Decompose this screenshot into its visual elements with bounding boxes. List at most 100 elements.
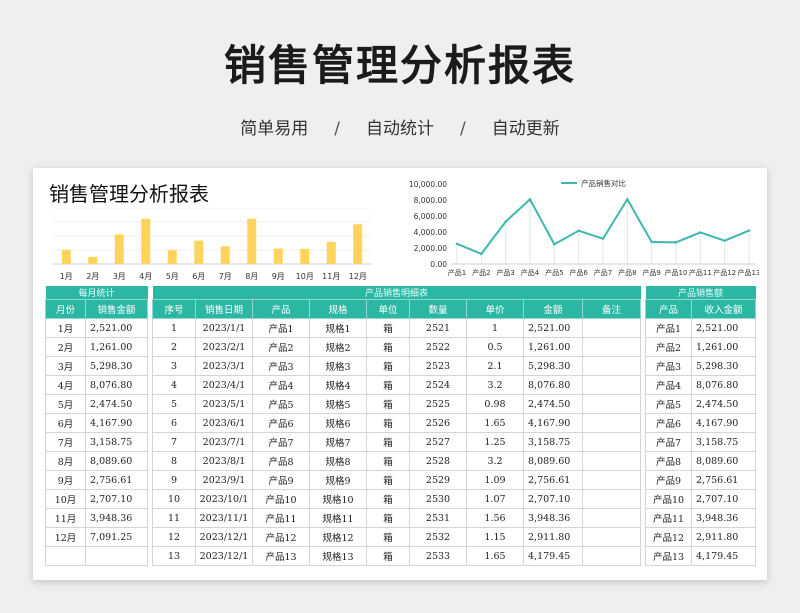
table-cell[interactable]: 规格1 <box>309 318 367 338</box>
table-cell[interactable]: 产品5 <box>252 394 310 414</box>
table-cell[interactable] <box>581 489 642 509</box>
table-cell[interactable]: 产品10 <box>252 489 310 509</box>
table-cell[interactable]: 2527 <box>409 432 467 452</box>
table-cell[interactable]: 2,521.00 <box>690 318 757 338</box>
table-cell[interactable]: 9 <box>152 470 196 490</box>
table-cell[interactable]: 箱 <box>366 527 410 547</box>
table-cell[interactable]: 3.2 <box>466 375 524 395</box>
table-cell[interactable]: 2023/1/1 <box>195 318 253 338</box>
table-cell[interactable]: 2521 <box>409 318 467 338</box>
table-cell[interactable]: 箱 <box>366 375 410 395</box>
table-cell[interactable]: 2.1 <box>466 356 524 376</box>
table-cell[interactable]: 2532 <box>409 527 467 547</box>
table-cell[interactable]: 2533 <box>409 546 467 566</box>
table-cell[interactable]: 11 <box>152 508 196 528</box>
table-cell[interactable]: 2023/5/1 <box>195 394 253 414</box>
table-cell[interactable]: 2,521.00 <box>84 318 149 338</box>
table-cell[interactable]: 产品7 <box>252 432 310 452</box>
table-cell[interactable]: 3.2 <box>466 451 524 471</box>
table-cell[interactable] <box>581 432 642 452</box>
table-cell[interactable]: 2,707.10 <box>84 489 149 509</box>
table-cell[interactable]: 8,076.80 <box>84 375 149 395</box>
table-cell[interactable]: 5,298.30 <box>523 356 583 376</box>
table-cell[interactable]: 9月 <box>45 470 86 490</box>
table-cell[interactable] <box>581 337 642 357</box>
table-cell[interactable]: 产品7 <box>645 432 692 452</box>
table-cell[interactable]: 箱 <box>366 470 410 490</box>
table-cell[interactable] <box>581 356 642 376</box>
table-cell[interactable]: 2,707.10 <box>690 489 757 509</box>
table-cell[interactable] <box>581 527 642 547</box>
table-cell[interactable]: 12月 <box>45 527 86 547</box>
table-cell[interactable]: 0.5 <box>466 337 524 357</box>
table-cell[interactable]: 0.98 <box>466 394 524 414</box>
table-cell[interactable]: 4,167.90 <box>84 413 149 433</box>
table-cell[interactable]: 2023/9/1 <box>195 470 253 490</box>
table-cell[interactable]: 1.56 <box>466 508 524 528</box>
table-cell[interactable]: 7 <box>152 432 196 452</box>
table-cell[interactable]: 产品6 <box>645 413 692 433</box>
table-cell[interactable]: 1月 <box>45 318 86 338</box>
table-cell[interactable]: 2023/10/1 <box>195 489 253 509</box>
table-cell[interactable]: 8,089.60 <box>523 451 583 471</box>
table-cell[interactable]: 2023/3/1 <box>195 356 253 376</box>
table-cell[interactable]: 规格5 <box>309 394 367 414</box>
table-cell[interactable]: 2023/8/1 <box>195 451 253 471</box>
table-cell[interactable]: 箱 <box>366 394 410 414</box>
table-cell[interactable]: 2522 <box>409 337 467 357</box>
table-cell[interactable]: 3,158.75 <box>523 432 583 452</box>
table-cell[interactable]: 4,179.45 <box>523 546 583 566</box>
table-cell[interactable]: 1.09 <box>466 470 524 490</box>
table-cell[interactable]: 7,091.25 <box>84 527 149 547</box>
table-cell[interactable]: 产品6 <box>252 413 310 433</box>
table-cell[interactable]: 产品3 <box>645 356 692 376</box>
table-cell[interactable]: 规格3 <box>309 356 367 376</box>
table-cell[interactable] <box>581 508 642 528</box>
table-cell[interactable]: 2,756.61 <box>84 470 149 490</box>
table-cell[interactable]: 产品13 <box>645 546 692 566</box>
table-cell[interactable] <box>581 375 642 395</box>
table-cell[interactable]: 规格10 <box>309 489 367 509</box>
table-cell[interactable]: 箱 <box>366 337 410 357</box>
table-cell[interactable]: 产品1 <box>252 318 310 338</box>
table-cell[interactable]: 5月 <box>45 394 86 414</box>
table-cell[interactable]: 1 <box>152 318 196 338</box>
table-cell[interactable]: 5,298.30 <box>690 356 757 376</box>
table-cell[interactable]: 2,474.50 <box>84 394 149 414</box>
table-cell[interactable]: 产品12 <box>252 527 310 547</box>
table-cell[interactable]: 3 <box>152 356 196 376</box>
table-cell[interactable]: 产品3 <box>252 356 310 376</box>
table-cell[interactable]: 规格4 <box>309 375 367 395</box>
table-cell[interactable]: 规格6 <box>309 413 367 433</box>
table-cell[interactable]: 2023/11/1 <box>195 508 253 528</box>
table-cell[interactable]: 2,707.10 <box>523 489 583 509</box>
table-cell[interactable]: 产品1 <box>645 318 692 338</box>
table-cell[interactable]: 12 <box>152 527 196 547</box>
table-cell[interactable]: 规格7 <box>309 432 367 452</box>
table-cell[interactable]: 3,948.36 <box>523 508 583 528</box>
table-cell[interactable]: 产品2 <box>645 337 692 357</box>
table-cell[interactable] <box>581 451 642 471</box>
table-cell[interactable]: 1.65 <box>466 413 524 433</box>
table-cell[interactable]: 1.25 <box>466 432 524 452</box>
table-cell[interactable]: 1.15 <box>466 527 524 547</box>
table-cell[interactable]: 11月 <box>45 508 86 528</box>
table-cell[interactable]: 2,474.50 <box>690 394 757 414</box>
table-cell[interactable]: 箱 <box>366 451 410 471</box>
table-cell[interactable]: 2023/2/1 <box>195 337 253 357</box>
table-cell[interactable]: 2023/12/1 <box>195 527 253 547</box>
table-cell[interactable]: 2,911.80 <box>690 527 757 547</box>
table-cell[interactable]: 规格8 <box>309 451 367 471</box>
table-cell[interactable]: 2524 <box>409 375 467 395</box>
table-cell[interactable]: 2531 <box>409 508 467 528</box>
table-cell[interactable]: 2525 <box>409 394 467 414</box>
table-cell[interactable]: 2月 <box>45 337 86 357</box>
table-cell[interactable]: 2,911.80 <box>523 527 583 547</box>
table-cell[interactable]: 3,948.36 <box>690 508 757 528</box>
table-cell[interactable]: 箱 <box>366 489 410 509</box>
table-cell[interactable]: 4,167.90 <box>523 413 583 433</box>
table-cell[interactable]: 8,089.60 <box>690 451 757 471</box>
table-cell[interactable]: 2023/6/1 <box>195 413 253 433</box>
table-cell[interactable]: 产品4 <box>252 375 310 395</box>
table-cell[interactable]: 3,948.36 <box>84 508 149 528</box>
